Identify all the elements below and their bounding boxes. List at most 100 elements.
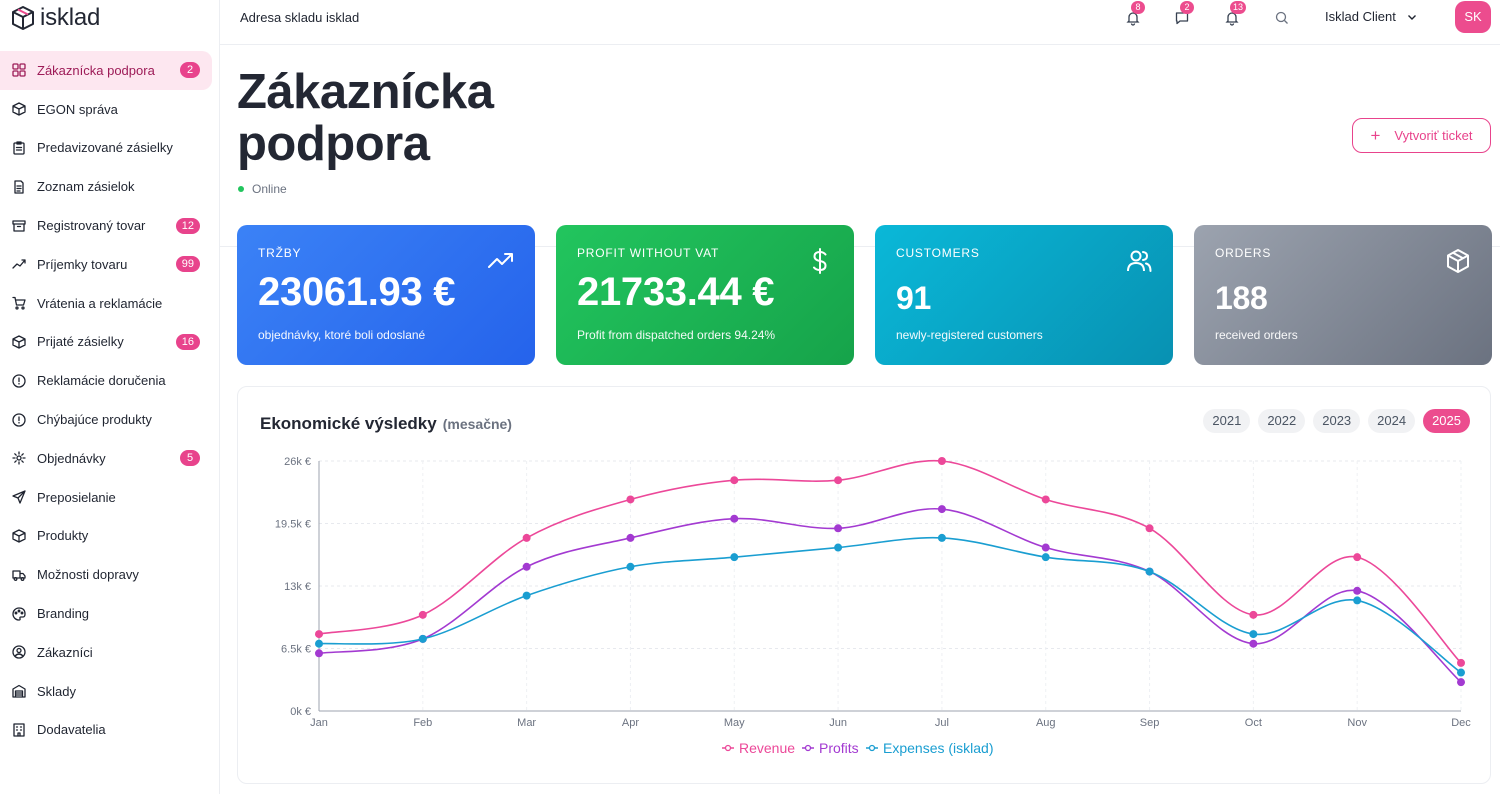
sidebar-item-zoznam-zasielok[interactable]: Zoznam zásielok [0, 167, 212, 206]
sidebar-item-vratenia-a-reklamacie[interactable]: Vrátenia a reklamácie [0, 284, 212, 323]
data-point-expenses-isklad [315, 639, 323, 648]
data-point-expenses-isklad [1249, 630, 1258, 639]
sidebar-item-moznosti-dopravy[interactable]: Možnosti dopravy [0, 555, 212, 594]
chart-subtitle: (mesačne) [442, 416, 512, 432]
cube-logo-icon [12, 6, 34, 30]
data-point-profits [626, 533, 635, 542]
card-profit: PROFIT WITHOUT VAT 21733.44 € Profit fro… [556, 225, 854, 365]
status-indicator: Online [238, 182, 287, 196]
sidebar-item-egon-sprava[interactable]: EGON správa [0, 90, 212, 129]
sidebar-item-produkty[interactable]: Produkty [0, 517, 212, 556]
chart-title: Ekonomické výsledky (mesačne) [260, 414, 512, 434]
x-tick-label: Feb [413, 717, 432, 729]
users-icon [1127, 250, 1152, 272]
sidebar-item-prijate-zasielky[interactable]: Prijaté zásielky 16 [0, 323, 212, 362]
warehouse-address: Adresa skladu isklad [240, 10, 360, 25]
archive-icon [12, 219, 26, 233]
sidebar-item-reklamacie-dorucenia[interactable]: Reklamácie doručenia [0, 361, 212, 400]
sidebar-item-label: EGON správa [37, 101, 118, 117]
sidebar-nav: Zákaznícka podpora 2 EGON správa Predavizov… [0, 51, 220, 749]
create-ticket-button[interactable]: + Vytvoriť ticket [1352, 118, 1491, 153]
count-badge: 12 [175, 217, 200, 234]
status-text: Online [252, 182, 287, 196]
card-label: CUSTOMERS [896, 246, 980, 260]
series-line-profits [318, 507, 1462, 683]
year-tab-2021[interactable]: 2021 [1203, 409, 1251, 433]
alert-bell-icon[interactable]: 13 [1224, 1, 1247, 26]
card-orders: ORDERS 188 received orders [1194, 225, 1492, 365]
data-point-expenses-isklad [1041, 553, 1050, 562]
bell-icon[interactable]: 8 [1125, 1, 1145, 26]
chat-icon[interactable]: 2 [1174, 1, 1194, 26]
sidebar-item-objednavky[interactable]: Objednávky 5 [0, 439, 212, 478]
data-point-revenue [1457, 658, 1465, 667]
card-value: 21733.44 € [577, 270, 775, 314]
card-label: ORDERS [1215, 246, 1272, 260]
sidebar-item-label: Zákaznícka podpora [37, 62, 155, 78]
sidebar-item-label: Príjemky tovaru [37, 256, 128, 272]
data-point-expenses-isklad [834, 543, 843, 552]
app-logo[interactable]: isklad [10, 4, 100, 32]
dollar-icon [813, 248, 827, 274]
data-point-expenses-isklad [418, 634, 427, 643]
data-point-expenses-isklad [730, 553, 739, 562]
x-tick-label: May [724, 717, 745, 729]
legend-entry: Revenue [739, 740, 795, 756]
user-avatar[interactable]: SK [1455, 1, 1491, 33]
data-point-revenue [522, 533, 531, 542]
card-value: 188 [1215, 280, 1268, 316]
card-label: TRŽBY [258, 246, 302, 260]
search-icon[interactable] [1274, 10, 1290, 26]
count-badge: 2 [180, 62, 200, 79]
alert-circle-icon [12, 412, 26, 427]
data-point-revenue [1353, 553, 1362, 562]
client-switcher[interactable]: Isklad Client [1325, 9, 1418, 24]
data-point-profits [1249, 639, 1258, 648]
card-subtitle: received orders [1215, 328, 1298, 342]
sidebar-item-chybajuce-produkty[interactable]: Chýbajúce produkty [0, 400, 212, 439]
sidebar-item-branding[interactable]: Branding [0, 594, 212, 633]
y-tick-label: 26k € [284, 456, 311, 468]
clipboard-icon [12, 141, 26, 155]
sidebar-item-label: Sklady [37, 683, 77, 699]
sidebar-item-label: Zákazníci [37, 644, 93, 660]
sidebar-item-dodavatelia[interactable]: Dodavatelia [0, 711, 212, 750]
warehouse-icon [12, 684, 26, 698]
y-tick-label: 0k € [290, 706, 311, 718]
data-point-revenue [1041, 495, 1050, 504]
box-icon [12, 335, 26, 349]
sidebar-item-registrovany-tovar[interactable]: Registrovaný tovar 12 [0, 206, 212, 245]
box-icon [12, 529, 26, 543]
sidebar: isklad Zákaznícka podpora 2 EGON správa Pre… [0, 0, 220, 794]
sidebar-item-label: Vrátenia a reklamácie [37, 295, 163, 311]
online-dot [238, 186, 244, 192]
year-tab-2023[interactable]: 2023 [1313, 409, 1361, 433]
data-point-expenses-isklad [1457, 668, 1465, 677]
header-divider [220, 246, 1500, 247]
top-header: Adresa skladu isklad 8 2 13 Isklad Clien… [220, 0, 1500, 45]
data-point-profits [937, 505, 946, 514]
message-badge: 2 [1180, 1, 1194, 14]
year-tab-2025[interactable]: 2025 [1423, 409, 1470, 433]
data-point-profits [730, 514, 739, 523]
gear-icon [12, 451, 26, 466]
sidebar-item-preposielanie[interactable]: Preposielanie [0, 478, 212, 517]
data-point-profits [834, 524, 843, 533]
data-point-revenue [937, 457, 946, 465]
sidebar-item-prijemky-tovaru[interactable]: Príjemky tovaru 99 [0, 245, 212, 284]
data-point-profits [1457, 678, 1465, 687]
document-icon [12, 180, 26, 194]
count-badge: 99 [175, 256, 200, 273]
sidebar-item-predavizovane-zasielky[interactable]: Predavizované zásielky [0, 129, 212, 168]
sidebar-item-sklady[interactable]: Sklady [0, 672, 212, 711]
alert-badge: 13 [1230, 1, 1247, 14]
sidebar-item-label: Predavizované zásielky [37, 140, 173, 156]
x-tick-label: Sep [1140, 717, 1160, 729]
alert-circle-icon [12, 374, 26, 388]
year-tab-2022[interactable]: 2022 [1258, 409, 1306, 433]
card-subtitle: newly-registered customers [896, 328, 1043, 342]
year-tab-2024[interactable]: 2024 [1368, 409, 1416, 433]
sidebar-item-zakaznici[interactable]: Zákazníci [0, 633, 212, 672]
client-name: Isklad Client [1325, 9, 1396, 24]
sidebar-item-zakaznicka-podpora[interactable]: Zákaznícka podpora 2 [0, 51, 212, 90]
